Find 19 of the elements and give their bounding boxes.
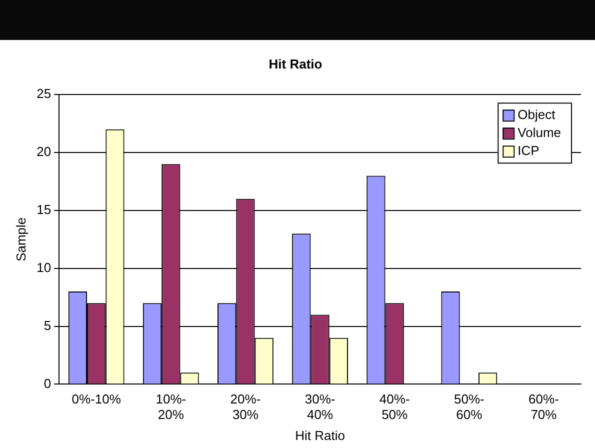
y-tick-label: 15 bbox=[36, 202, 52, 218]
x-axis-title: Hit Ratio bbox=[295, 428, 345, 443]
legend-label: Volume bbox=[518, 125, 562, 140]
x-tick-label: 60%- 70% bbox=[528, 392, 559, 422]
chart-title: Hit Ratio bbox=[268, 56, 322, 72]
x-tick-label: 30%- 40% bbox=[304, 392, 336, 422]
x-tick-label: 40%- 50% bbox=[379, 392, 410, 422]
legend-label: Object bbox=[518, 107, 556, 122]
x-tick-label: 10%- 20% bbox=[156, 392, 186, 422]
y-tick-label: 10 bbox=[36, 260, 52, 275]
legend-label: ICP bbox=[518, 143, 540, 158]
y-axis-title: Sample bbox=[13, 217, 28, 262]
x-tick-label: 0%-10% bbox=[72, 392, 122, 407]
x-tick-label: 50%- 60% bbox=[454, 392, 484, 422]
x-tick-label: 20%- 30% bbox=[230, 392, 261, 422]
y-tick-label: 25 bbox=[36, 86, 52, 102]
y-tick-label: 5 bbox=[44, 318, 52, 333]
y-tick-label: 0 bbox=[44, 376, 52, 391]
y-tick-label: 20 bbox=[36, 144, 52, 160]
